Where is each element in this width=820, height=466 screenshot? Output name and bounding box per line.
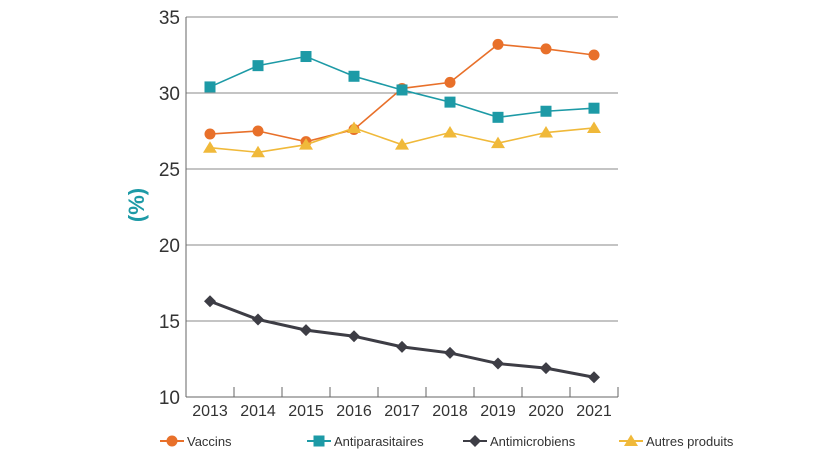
legend-item-antimicrobiens: Antimicrobiens (463, 434, 576, 449)
data-point-antimicrobiens (588, 371, 600, 384)
x-tick-label: 2019 (480, 403, 516, 420)
y-tick-label: 25 (159, 160, 180, 181)
y-tick-label: 30 (159, 84, 180, 105)
series-antiparasitaires (204, 51, 600, 123)
legend-marker-vaccins (166, 435, 178, 447)
legend-label: Antiparasitaires (334, 434, 424, 449)
data-point-autres-produits (539, 126, 553, 138)
data-point-antimicrobiens (444, 346, 456, 359)
series-line-antimicrobiens (209, 299, 595, 379)
data-point-antiparasitaires (252, 60, 264, 72)
legend-marker-autres-produits (624, 434, 638, 446)
data-point-antiparasitaires (540, 105, 552, 117)
data-point-autres-produits (299, 138, 313, 150)
y-tick-label: 35 (159, 8, 180, 29)
data-point-vaccins (492, 38, 504, 50)
data-point-autres-produits (395, 138, 409, 150)
legend-label: Vaccins (187, 434, 232, 449)
legend-item-autres-produits: Autres produits (619, 434, 734, 449)
x-tick-label: 2013 (192, 403, 228, 420)
x-tick-label: 2014 (240, 403, 276, 420)
data-point-antiparasitaires (588, 102, 600, 114)
data-point-autres-produits (203, 141, 217, 153)
x-tick-label: 2020 (528, 403, 564, 420)
y-tick-label: 10 (159, 388, 180, 409)
y-tick-label: 20 (159, 236, 180, 257)
data-point-vaccins (588, 49, 600, 61)
data-point-antiparasitaires (492, 111, 504, 123)
legend-label: Autres produits (646, 434, 734, 449)
legend-marker-antimicrobiens (469, 435, 481, 447)
data-point-vaccins (252, 125, 264, 137)
data-point-antiparasitaires (300, 51, 312, 63)
x-tick-label: 2021 (576, 403, 612, 420)
data-point-autres-produits (587, 121, 601, 133)
series-antimicrobiens (204, 295, 600, 384)
data-point-vaccins (204, 128, 216, 140)
data-point-antiparasitaires (444, 96, 456, 108)
data-point-antiparasitaires (396, 84, 408, 96)
data-point-antimicrobiens (348, 330, 360, 343)
data-point-autres-produits (251, 145, 265, 158)
x-tick-label: 2018 (432, 403, 468, 420)
data-point-autres-produits (491, 136, 505, 149)
legend-item-antiparasitaires: Antiparasitaires (307, 434, 424, 449)
data-point-antiparasitaires (348, 70, 360, 82)
data-point-vaccins (540, 43, 552, 55)
data-point-antimicrobiens (396, 340, 408, 353)
data-point-antiparasitaires (204, 81, 216, 93)
y-tick-label: 15 (159, 312, 180, 333)
x-tick-label: 2016 (336, 403, 372, 420)
data-point-antimicrobiens (492, 357, 504, 370)
data-point-vaccins (444, 76, 456, 88)
x-tick-label: 2015 (288, 403, 324, 420)
series-autres-produits (203, 121, 601, 158)
legend-label: Antimicrobiens (490, 434, 576, 449)
data-point-autres-produits (443, 126, 457, 138)
data-point-antimicrobiens (540, 362, 552, 375)
data-point-antimicrobiens (204, 295, 216, 308)
data-point-antimicrobiens (252, 313, 264, 326)
x-tick-label: 2017 (384, 403, 420, 420)
y-axis-label: (%) (124, 188, 149, 222)
data-point-autres-produits (347, 121, 361, 133)
legend-item-vaccins: Vaccins (160, 434, 232, 449)
data-point-antimicrobiens (300, 324, 312, 337)
legend-marker-antiparasitaires (313, 435, 325, 447)
